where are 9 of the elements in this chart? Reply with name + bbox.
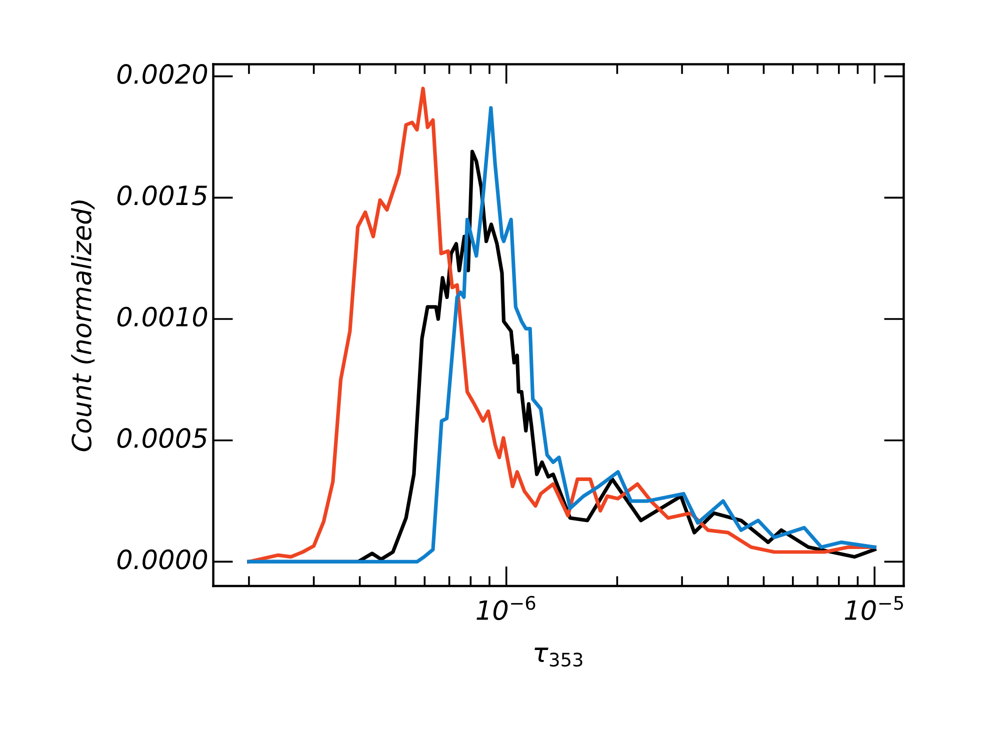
y-tick-label: 0.0015 xyxy=(117,185,207,206)
y-tick-label: 0.0010 xyxy=(117,306,208,327)
y-tick-label: 0.0020 xyxy=(117,64,208,84)
y-tick-label: 0.0005 xyxy=(117,428,207,448)
x-axis-title: τ$_{353}$ xyxy=(534,648,582,667)
y-tick-label: 0.0000 xyxy=(117,549,208,570)
x-tick-label: 10$^{−5}$ xyxy=(844,596,903,620)
y-axis-title: Count (normalized) xyxy=(71,200,95,452)
x-tick-label: 10$^{−6}$ xyxy=(476,596,536,620)
